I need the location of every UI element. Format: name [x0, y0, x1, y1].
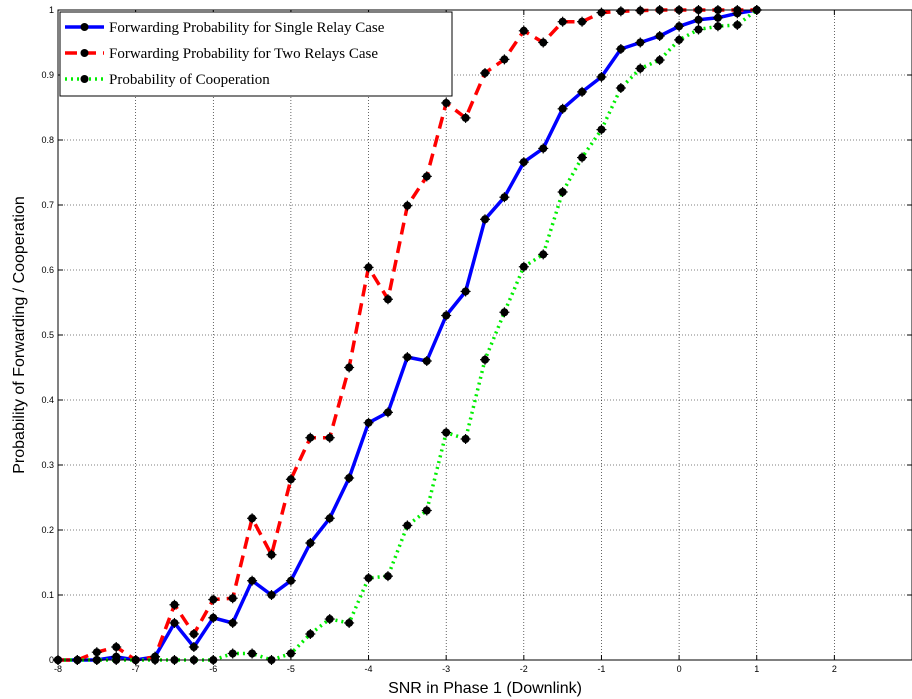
y-tick-label: 0.5	[41, 330, 54, 340]
y-tick-label: 0.7	[41, 200, 54, 210]
x-tick-label: -7	[132, 664, 140, 674]
x-tick-label: -6	[209, 664, 217, 674]
y-tick-label: 0.1	[41, 590, 54, 600]
legend-marker	[80, 49, 89, 57]
grid	[57, 9, 912, 661]
x-tick-label: 1	[754, 664, 759, 674]
x-tick-label: 0	[677, 664, 682, 674]
legend-marker	[80, 23, 89, 31]
x-tick-label: 2	[832, 664, 837, 674]
y-tick-label: 0.2	[41, 525, 54, 535]
legend-label: Probability of Cooperation	[109, 72, 270, 88]
legend-box	[59, 11, 453, 97]
plot-background	[58, 10, 912, 660]
y-tick-label: 1	[49, 5, 54, 15]
series-layer	[53, 5, 762, 665]
legend-marker	[80, 75, 89, 83]
x-tick-label: -2	[520, 664, 528, 674]
x-tick-label: -8	[54, 664, 62, 674]
x-tick-label: -3	[442, 664, 450, 674]
legend-label: Forwarding Probability for Two Relays Ca…	[109, 46, 378, 62]
y-tick-label: 0.3	[41, 460, 54, 470]
y-tick-label: 0	[49, 655, 54, 665]
x-tick-label: -5	[287, 664, 295, 674]
y-tick-label: 0.4	[41, 395, 54, 405]
legend: Forwarding Probability for Single Relay …	[59, 11, 453, 97]
y-tick-label: 0.9	[41, 70, 54, 80]
x-tick-label: -4	[365, 664, 373, 674]
y-axis-label: Probability of Forwarding / Cooperation	[11, 196, 28, 473]
legend-label: Forwarding Probability for Single Relay …	[109, 20, 385, 36]
y-tick-label: 0.6	[41, 265, 54, 275]
series-1	[53, 5, 762, 665]
y-tick-label: 0.8	[41, 135, 54, 145]
x-tick-label: -1	[597, 664, 605, 674]
x-axis-label: SNR in Phase 1 (Downlink)	[388, 680, 582, 697]
plot-frame	[57, 9, 912, 661]
